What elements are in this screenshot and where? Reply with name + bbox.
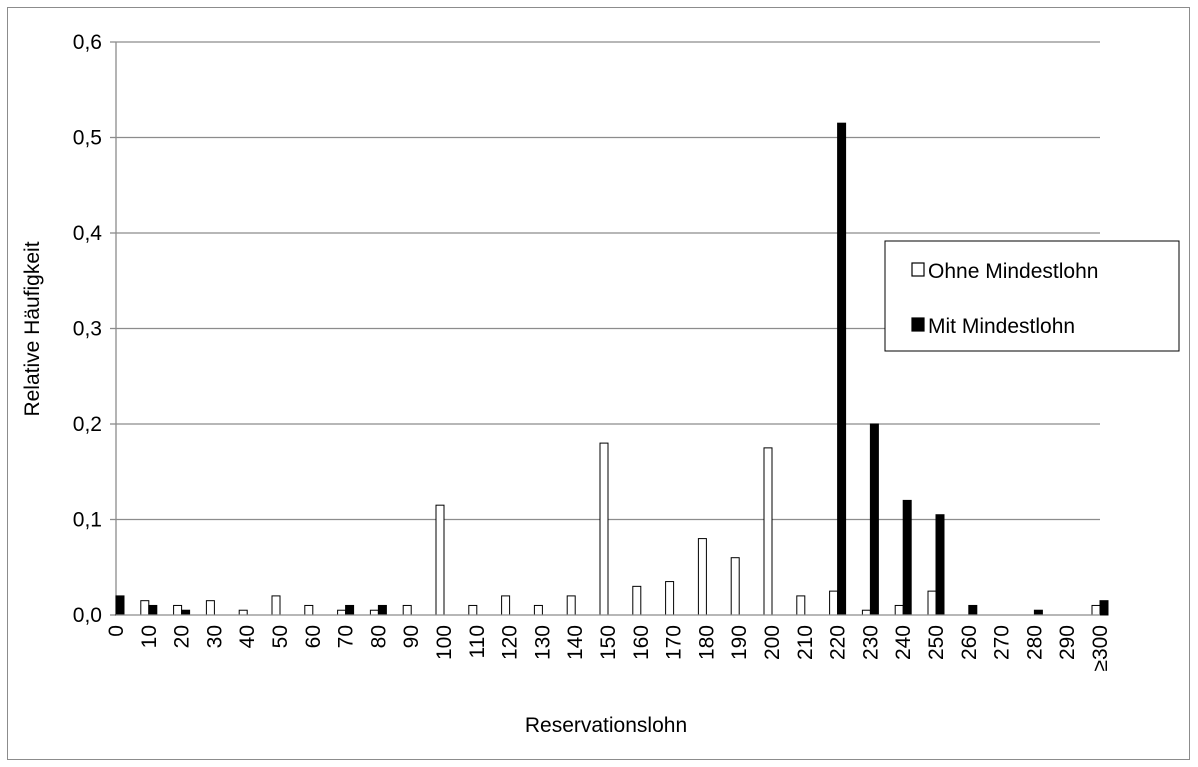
bar-ohne-250 <box>927 590 937 616</box>
bar-mit-80 <box>377 604 387 616</box>
x-tick-label: 70 <box>335 625 358 648</box>
bar-ohne-≥300 <box>1091 604 1101 616</box>
legend-label-mit-mindestlohn: Mit Mindestlohn <box>928 315 1075 338</box>
bar-mit-260 <box>968 604 978 616</box>
legend-swatch-ohne-mindestlohn <box>911 262 925 277</box>
x-tick-label: ≥300 <box>1089 625 1112 672</box>
bar-ohne-90 <box>402 604 412 616</box>
x-tick-label: 280 <box>1023 625 1046 660</box>
bar-ohne-60 <box>304 604 314 616</box>
bar-mit-10 <box>148 604 158 616</box>
bar-mit-70 <box>345 604 355 616</box>
y-tick-label: 0,2 <box>73 413 102 436</box>
legend: Ohne Mindestlohn Mit Mindestlohn <box>884 240 1180 352</box>
bar-mit-≥300 <box>1099 600 1109 616</box>
x-tick-label: 260 <box>958 625 981 660</box>
bar-mit-240 <box>902 499 912 616</box>
bar-ohne-180 <box>697 538 707 616</box>
x-tick-label: 100 <box>433 625 456 660</box>
bar-ohne-220 <box>829 590 839 616</box>
x-tick-label: 160 <box>630 625 653 660</box>
x-tick-label: 40 <box>236 625 259 648</box>
bar-ohne-160 <box>632 585 642 616</box>
bar-ohne-20 <box>173 604 183 616</box>
x-tick-label: 250 <box>925 625 948 660</box>
x-tick-label: 220 <box>827 625 850 660</box>
bar-ohne-230 <box>861 609 871 616</box>
x-tick-label: 10 <box>138 625 161 648</box>
chart-frame <box>7 7 1190 760</box>
bar-ohne-140 <box>566 595 576 616</box>
bar-ohne-70 <box>337 609 347 616</box>
bar-ohne-10 <box>140 600 150 616</box>
x-tick-label: 140 <box>564 625 587 660</box>
y-tick-label: 0,4 <box>73 222 103 245</box>
legend-box <box>884 240 1180 352</box>
x-tick-label: 230 <box>859 625 882 660</box>
bar-mit-230 <box>869 423 879 616</box>
bar-ohne-110 <box>468 604 478 616</box>
bar-ohne-210 <box>796 595 806 616</box>
x-tick-label: 60 <box>302 625 325 648</box>
x-tick-label: 50 <box>269 625 292 648</box>
bar-mit-20 <box>181 609 191 616</box>
bar-mit-220 <box>837 122 847 616</box>
y-tick-label: 0,6 <box>73 31 102 54</box>
bar-ohne-190 <box>730 557 740 616</box>
x-tick-label: 240 <box>892 625 915 660</box>
x-tick-label: 180 <box>695 625 718 660</box>
bar-ohne-200 <box>763 447 773 616</box>
bar-mit-280 <box>1033 609 1043 616</box>
x-axis-ticks: 0 10 20 30 40 50 60 70 80 90 100 110 120 130 140 150 160… <box>105 625 1112 672</box>
y-axis-title: Relative Häufigkeit <box>21 241 44 416</box>
bar-ohne-120 <box>501 595 511 616</box>
bar-ohne-170 <box>665 581 675 616</box>
x-tick-label: 20 <box>171 625 194 648</box>
x-tick-label: 0 <box>105 625 128 637</box>
y-axis-ticks: 0,0 0,1 0,2 0,3 0,4 0,5 0,6 <box>73 31 103 627</box>
x-tick-label: 190 <box>728 625 751 660</box>
x-tick-label: 200 <box>761 625 784 660</box>
x-tick-label: 90 <box>400 625 423 648</box>
bar-ohne-50 <box>271 595 281 616</box>
x-tick-label: 80 <box>367 625 390 648</box>
bar-ohne-240 <box>894 604 904 616</box>
x-tick-label: 130 <box>531 625 554 660</box>
x-tick-label: 120 <box>499 625 522 660</box>
x-tick-label: 170 <box>663 625 686 660</box>
x-tick-label: 290 <box>1056 625 1079 660</box>
legend-swatch-mit-mindestlohn <box>911 317 925 332</box>
y-tick-label: 0,5 <box>73 127 102 150</box>
x-tick-label: 150 <box>597 625 620 660</box>
x-axis-title: Reservationslohn <box>525 714 687 737</box>
bar-ohne-30 <box>205 600 215 616</box>
x-tick-label: 30 <box>203 625 226 648</box>
y-tick-label: 0,3 <box>73 318 102 341</box>
x-tick-label: 210 <box>794 625 817 660</box>
y-tick-label: 0,1 <box>73 509 102 532</box>
bar-ohne-130 <box>533 604 543 616</box>
x-tick-label: 270 <box>991 625 1014 660</box>
x-tick-label: 110 <box>466 625 489 658</box>
bar-ohne-40 <box>238 609 248 616</box>
bar-ohne-80 <box>369 609 379 616</box>
bars <box>115 122 1109 616</box>
y-tick-label: 0,0 <box>73 604 102 627</box>
bar-ohne-100 <box>435 504 445 616</box>
bar-mit-250 <box>935 514 945 616</box>
bar-ohne-150 <box>599 442 609 616</box>
legend-label-ohne-mindestlohn: Ohne Mindestlohn <box>928 260 1098 283</box>
bar-mit-0 <box>115 595 125 616</box>
